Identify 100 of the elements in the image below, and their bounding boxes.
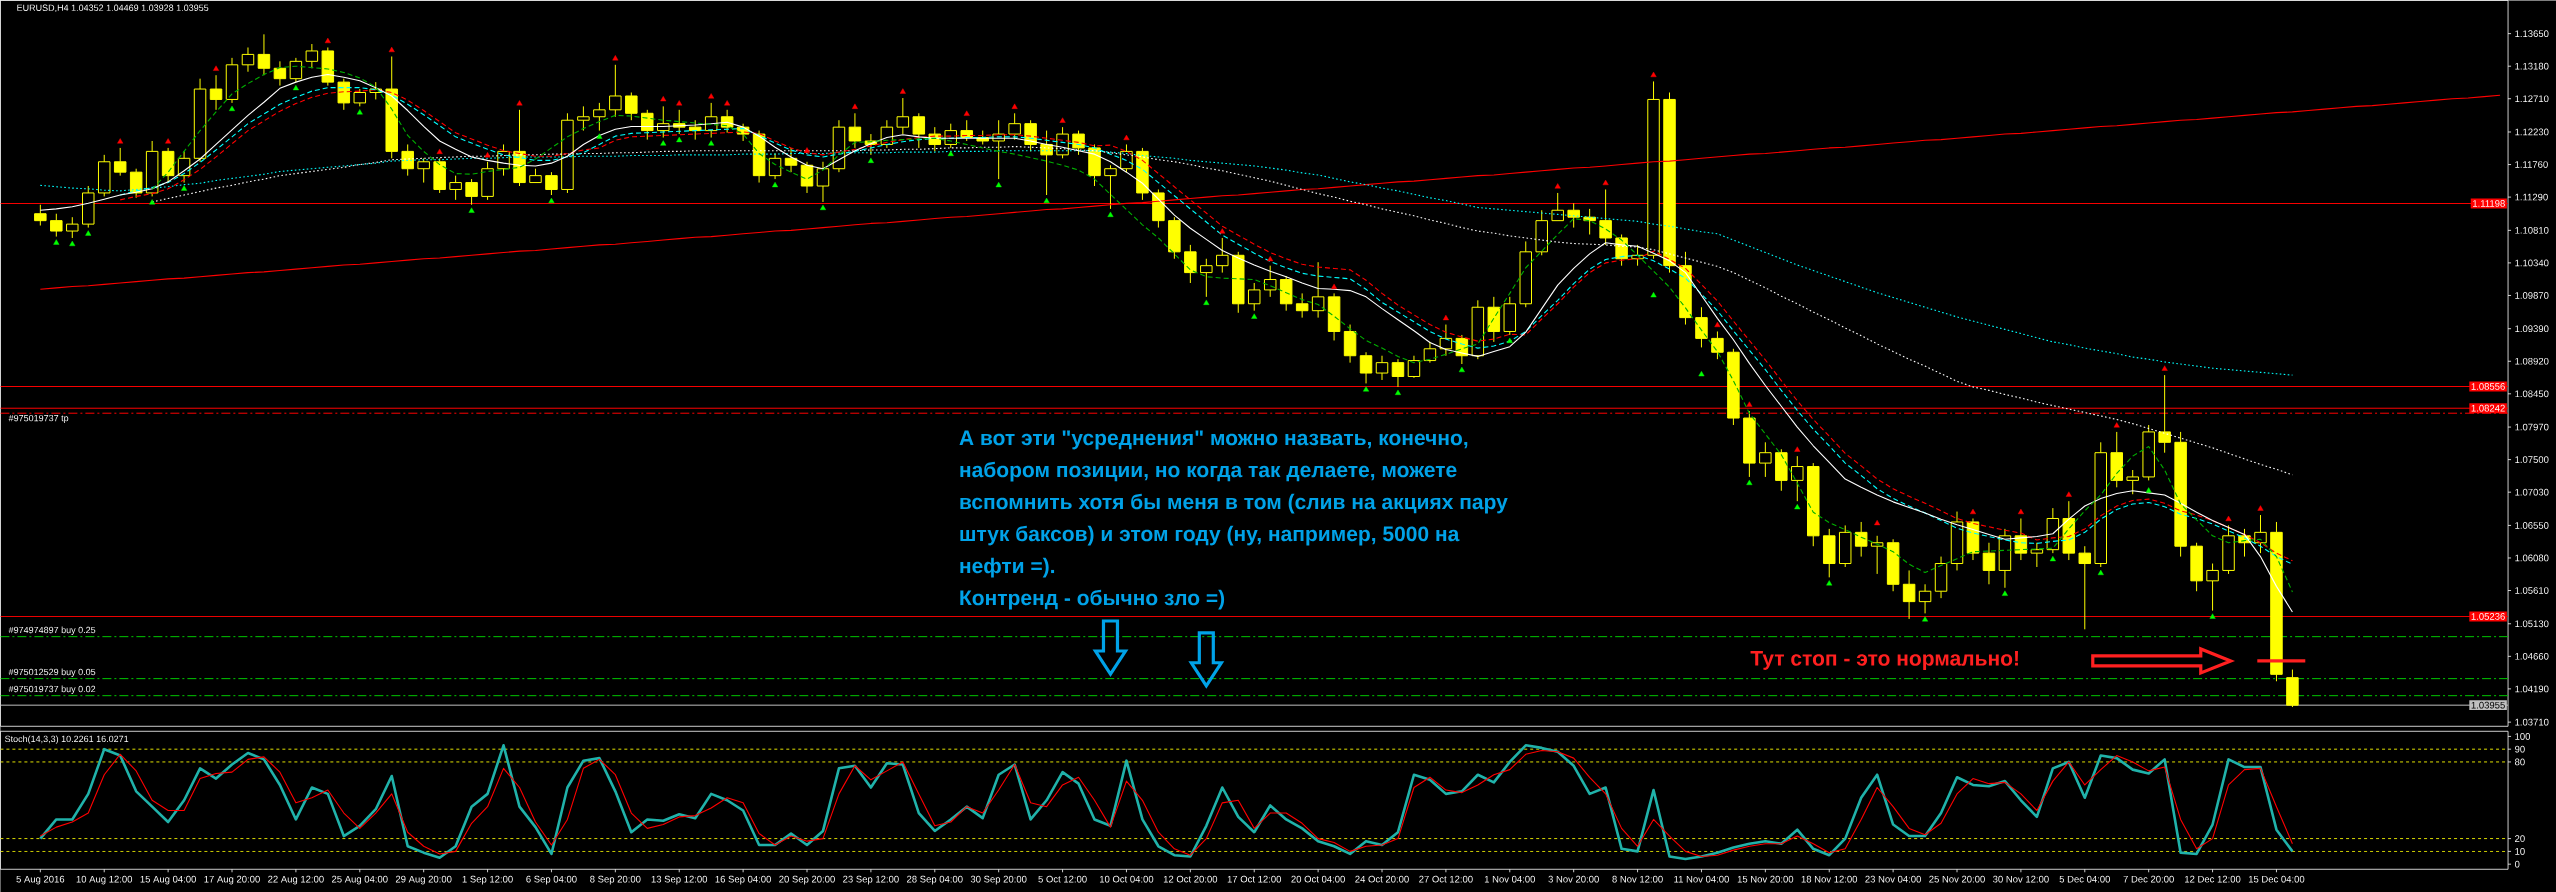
candlestick: [1184, 244, 1197, 284]
candlestick: [561, 112, 574, 194]
point: [2161, 365, 2168, 371]
candlestick: [2094, 441, 2108, 568]
x-tick-label: 15 Dec 04:00: [2248, 875, 2305, 883]
x-tick-label: 10 Aug 12:00: [76, 875, 133, 885]
candlestick: [848, 112, 862, 149]
point: [2097, 569, 2104, 575]
candlestick: [816, 161, 830, 203]
candlestick: [784, 147, 798, 173]
point: [947, 150, 954, 156]
y-tick-label: 1.08920: [2515, 357, 2549, 365]
x-tick-label: 11 Nov 04:00: [1674, 875, 1729, 883]
candlestick: [1870, 535, 1884, 575]
point: [1011, 103, 1018, 109]
candlestick: [193, 78, 207, 163]
point: [1059, 117, 1066, 123]
candlestick: [1902, 569, 1916, 620]
candlestick: [1247, 282, 1261, 312]
candlestick: [1503, 296, 1517, 336]
point: [1874, 519, 1881, 526]
candlestick: [1343, 323, 1357, 364]
point: [820, 204, 826, 210]
candlestick: [1407, 355, 1421, 377]
candlestick: [2078, 545, 2092, 630]
ref-line-label: 1.11198: [2473, 199, 2505, 207]
point: [1554, 183, 1561, 189]
candlestick: [1359, 351, 1373, 384]
candlestick: [1647, 80, 1660, 260]
y-tick-label: 1.04190: [2515, 685, 2549, 693]
point: [1123, 134, 1130, 140]
point: [388, 46, 395, 52]
point: [149, 199, 156, 205]
candlestick: [321, 46, 335, 86]
candlestick: [209, 74, 223, 111]
candlestick: [465, 178, 478, 206]
point: [1506, 337, 1513, 343]
candlestick: [481, 161, 494, 201]
candlestick: [1918, 583, 1932, 614]
candlestick: [1391, 358, 1405, 388]
candlestick: [433, 157, 446, 194]
point: [1251, 313, 1258, 319]
candlestick: [417, 157, 430, 183]
candlestick: [2030, 542, 2044, 568]
point: [436, 148, 443, 154]
x-tick-label: 8 Sep 20:00: [590, 875, 641, 885]
point: [1107, 211, 1114, 217]
point: [1794, 503, 1801, 510]
y-tick-label: 1.07500: [2515, 456, 2549, 463]
point: [1267, 255, 1274, 262]
x-tick-label: 12 Oct 20:00: [1163, 875, 1218, 883]
point: [69, 240, 76, 246]
point: [516, 100, 523, 106]
candlestick: [1295, 292, 1309, 318]
annotation: набором позиции, но когда так делаете, можете: [960, 461, 1457, 482]
x-tick-label: 27 Oct 12:00: [1419, 875, 1473, 883]
y-tick-label: 1.10340: [2515, 259, 2549, 267]
y-tick-label: 1.03710: [2515, 718, 2549, 726]
x-tick-label: 12 Dec 12:00: [2185, 875, 2241, 883]
annotation: штук баксов) и этом году (ну, например, 5000 на: [960, 525, 1460, 546]
candlestick: [1567, 202, 1580, 228]
point: [2113, 422, 2120, 428]
ref-line-label: #974974897 buy 0.25: [8, 626, 96, 635]
point: [2001, 590, 2008, 596]
point: [708, 140, 715, 146]
candlestick: [1807, 462, 1820, 547]
candlestick: [257, 33, 271, 76]
y-tick-label: 1.06080: [2515, 554, 2549, 562]
point: [117, 138, 124, 144]
x-tick-label: 5 Oct 12:00: [1038, 875, 1087, 883]
candlestick: [1423, 341, 1437, 364]
point: [229, 105, 235, 111]
x-tick-label: 1 Sep 12:00: [462, 875, 513, 885]
x-tick-label: 7 Dec 20:00: [2123, 875, 2174, 883]
point: [1203, 299, 1210, 305]
ref-line-label: 1.05236: [2471, 612, 2505, 620]
y-tick-label: 0: [2514, 860, 2520, 868]
candlestick: [1519, 240, 1533, 308]
candlestick: [2190, 542, 2203, 592]
point: [1746, 479, 1753, 485]
candlestick: [289, 57, 303, 83]
candlestick: [449, 175, 462, 201]
point: [867, 157, 874, 163]
y-tick-label: 1.05130: [2515, 620, 2549, 628]
ref-line-label: #975012529 buy 0.05: [8, 668, 96, 677]
candlestick: [1216, 237, 1229, 273]
point: [676, 136, 683, 142]
x-tick-label: 22 Aug 12:00: [268, 875, 324, 885]
candlestick: [1375, 355, 1389, 381]
y-tick-label: 1.09390: [2515, 325, 2549, 332]
y-tick-label: 1.09870: [2515, 291, 2549, 299]
point: [995, 181, 1002, 187]
candlestick: [305, 43, 319, 69]
y-tick-label: 1.13180: [2515, 62, 2549, 70]
y-tick-label: 80: [2514, 758, 2525, 766]
point: [1714, 321, 1721, 327]
candlestick: [1104, 164, 1117, 210]
point: [2017, 508, 2024, 514]
candlestick: [2158, 374, 2171, 454]
chart-title: Stoch(14,3,3) 10.2261 16.0271: [5, 735, 129, 744]
